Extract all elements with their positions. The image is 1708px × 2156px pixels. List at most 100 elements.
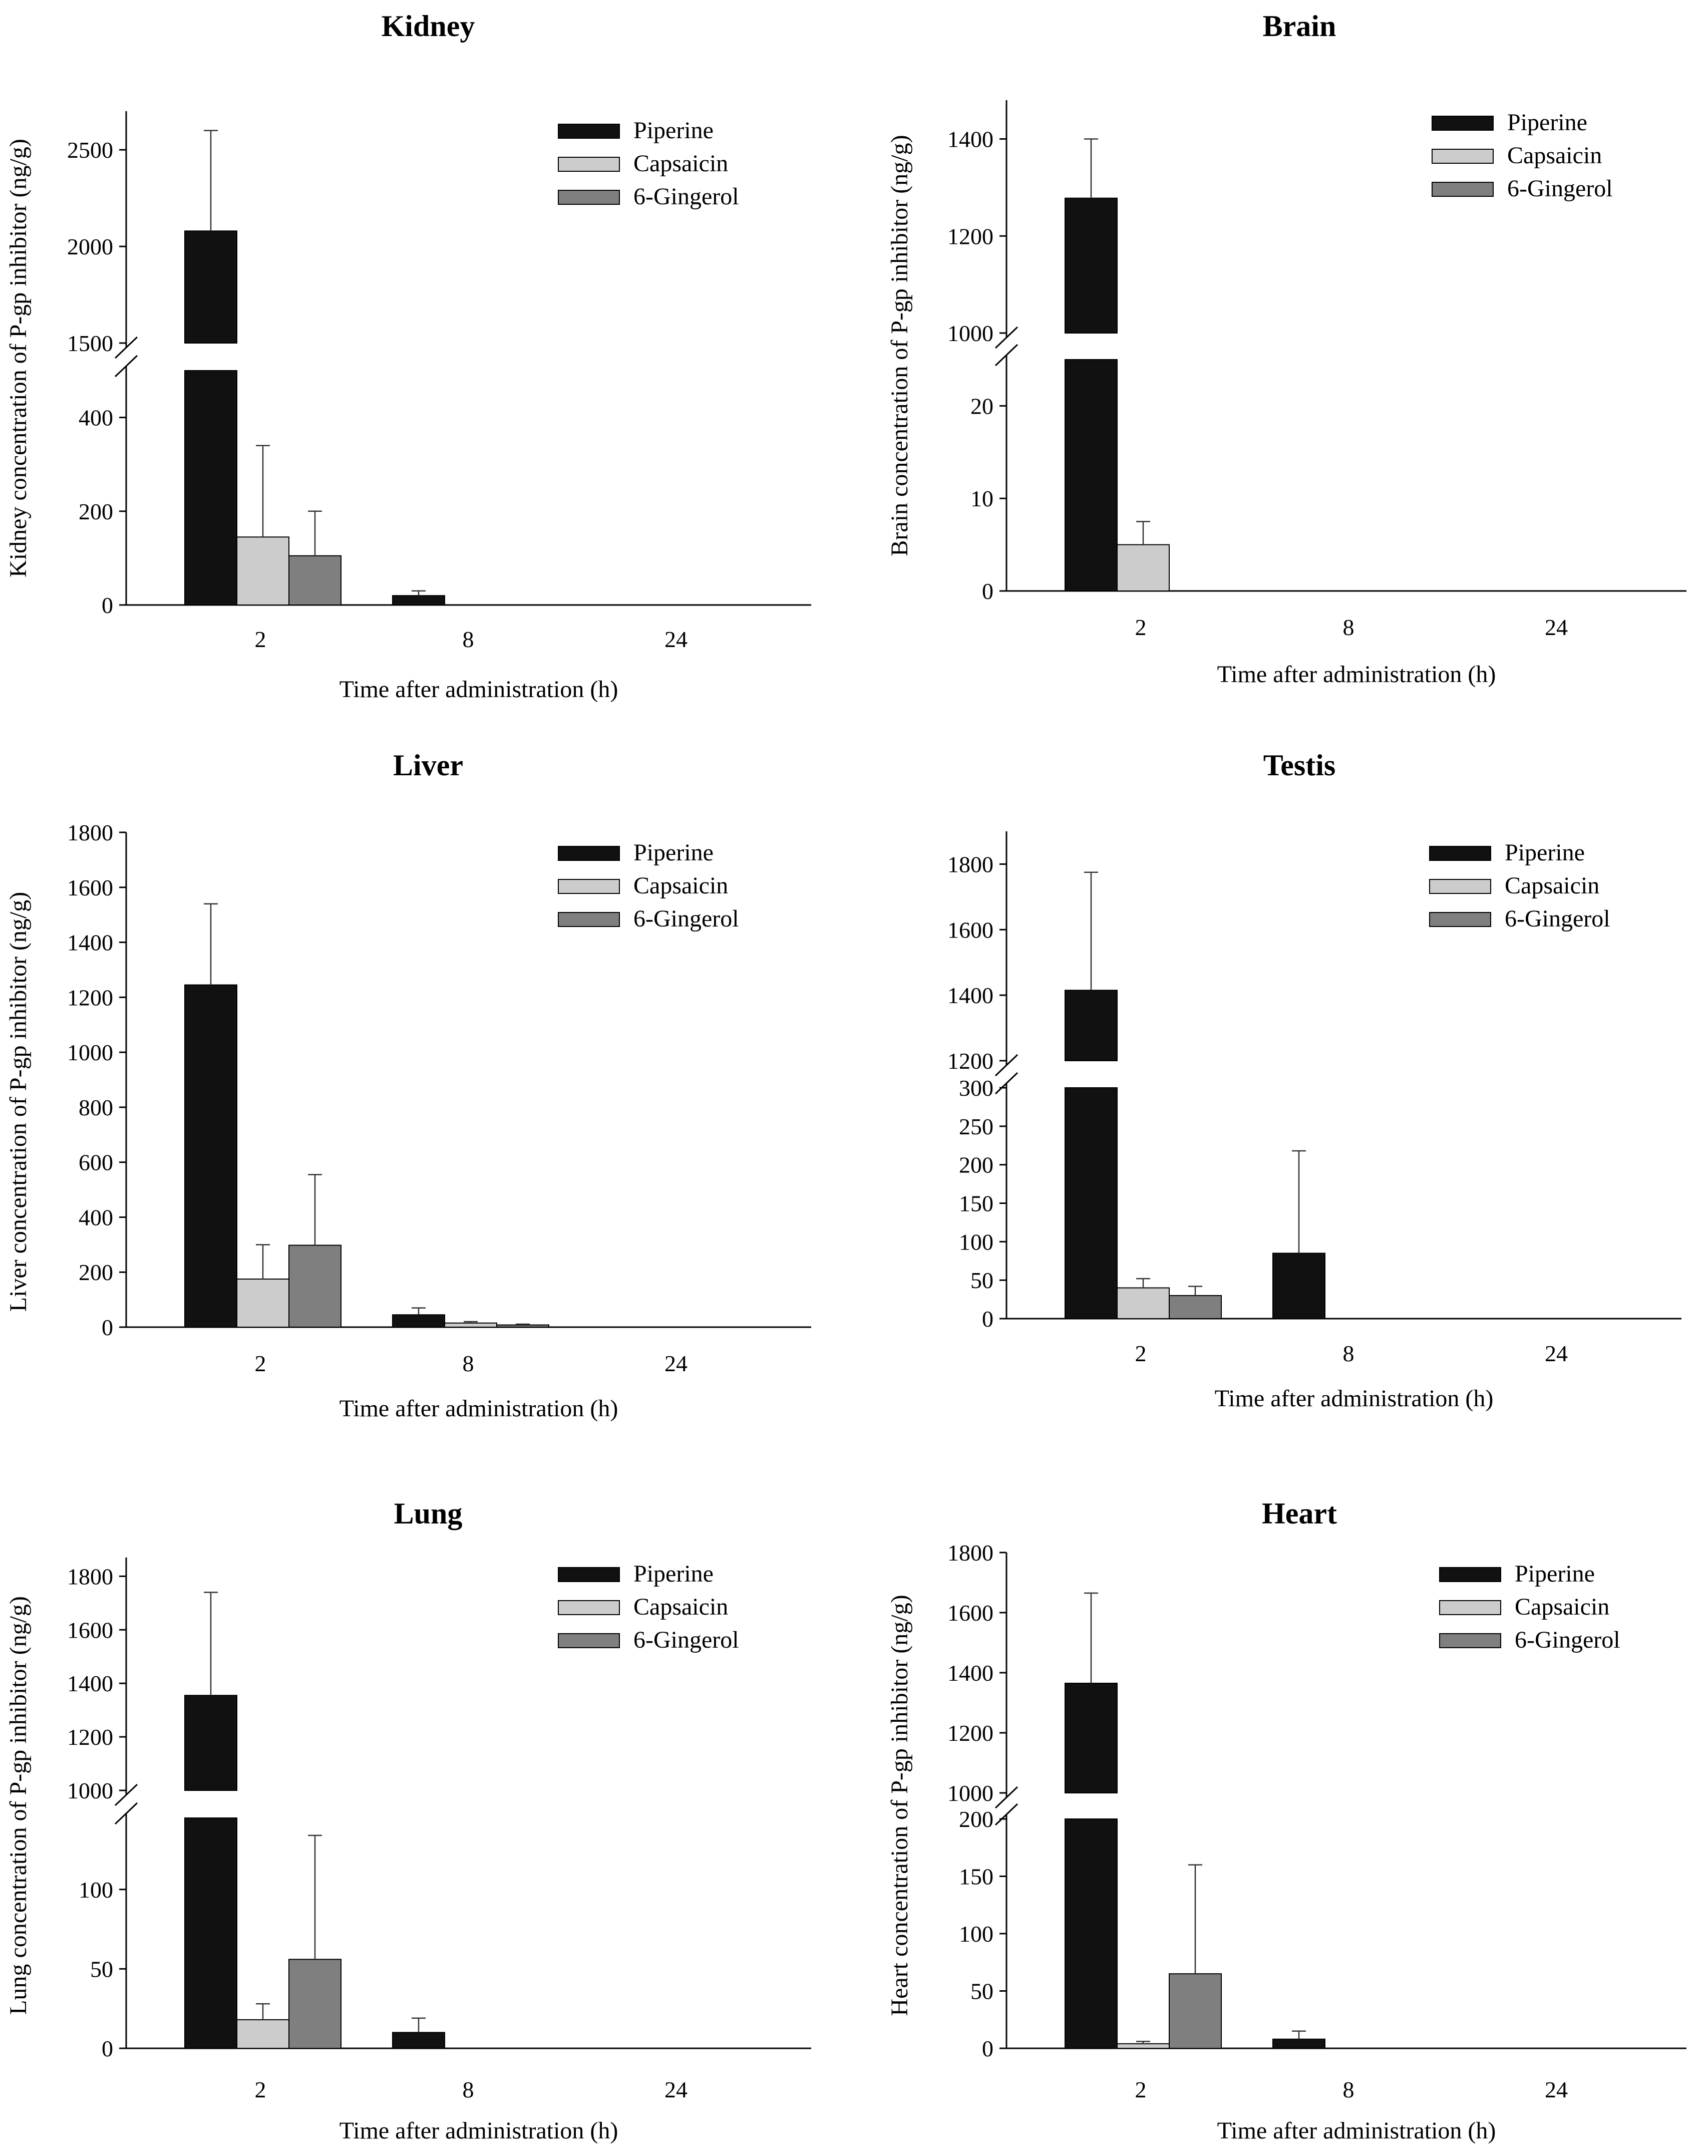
y-tick-label: 1600: [947, 917, 993, 943]
legend-swatch-piperine: [558, 1567, 620, 1582]
x-tick-label: 24: [1545, 2077, 1568, 2102]
bar-capsaicin-2h: [236, 536, 289, 606]
y-tick-label: 0: [982, 578, 993, 604]
axis-break-mark: [114, 1802, 138, 1825]
y-tick-label: 1800: [67, 1564, 113, 1589]
x-tick-label: 8: [463, 1351, 474, 1376]
bar-capsaicin-2h: [236, 2019, 289, 2049]
axis-break-mark: [994, 1054, 1018, 1077]
y-axis-label: Liver concentration of P-gp inhibitor (n…: [5, 892, 32, 1312]
chart-testis: Testis Time after administration (h) 0 50 10…: [947, 749, 1681, 1412]
y-tick-label: 50: [970, 1979, 993, 2004]
y-tick-label: 800: [79, 1095, 113, 1120]
y-tick-label: 20: [970, 393, 993, 419]
y-tick-label: 1600: [67, 875, 113, 900]
legend-swatch-piperine: [558, 846, 620, 861]
legend-swatch-6-gingerol: [558, 912, 620, 927]
legend-label: Capsaicin: [1507, 142, 1602, 169]
y-tick-label: 200: [79, 1260, 113, 1285]
x-tick-label: 8: [463, 2077, 474, 2102]
axis-break-mark: [994, 344, 1018, 367]
legend-label: Capsaicin: [633, 1594, 728, 1620]
chart-brain: Brain Brain concentration of P-gp inhibit…: [886, 10, 1686, 688]
y-tick-label: 300: [959, 1075, 993, 1101]
legend-swatch-piperine: [1429, 846, 1491, 861]
legend-swatch-piperine: [1439, 1567, 1501, 1582]
legend-label: 6-Gingerol: [633, 1627, 739, 1653]
legend-label: Piperine: [633, 839, 714, 866]
axis-break-mark: [994, 1786, 1018, 1809]
bar-capsaicin-2h: [236, 1278, 289, 1328]
x-tick-label: 8: [1343, 2077, 1354, 2102]
legend-label: Capsaicin: [1515, 1594, 1609, 1620]
y-tick-label: 150: [959, 1191, 993, 1216]
axis-break-mark: [994, 1803, 1018, 1826]
y-tick-label: 0: [102, 1315, 113, 1340]
bar-piperine-2h: [184, 230, 237, 344]
chart-title: Lung: [394, 1497, 463, 1530]
x-tick-label: 24: [1545, 1341, 1568, 1366]
chart-title: Testis: [1263, 749, 1336, 782]
x-tick-label: 2: [1135, 614, 1147, 640]
legend-label: Piperine: [633, 1561, 714, 1587]
chart-title: Kidney: [382, 10, 475, 43]
y-tick-label: 0: [982, 2036, 993, 2061]
axis-break-mark: [114, 336, 138, 359]
axis-break-mark: [114, 355, 138, 378]
y-tick-label: 1200: [67, 1724, 113, 1750]
legend-label: Piperine: [1515, 1561, 1595, 1587]
y-tick-label: 1200: [947, 1720, 993, 1746]
axis-break-mark: [994, 1072, 1018, 1095]
bar-6-gingerol-8h: [496, 1324, 549, 1328]
bar-piperine-2h: [1065, 1818, 1118, 2049]
y-tick-label: 1400: [67, 1671, 113, 1696]
y-tick-label: 1200: [67, 985, 113, 1010]
legend-swatch-6-gingerol: [1432, 182, 1494, 197]
bar-capsaicin-2h: [1117, 544, 1170, 591]
legend-label: 6-Gingerol: [1505, 905, 1610, 932]
bar-capsaicin-2h: [1117, 1287, 1170, 1320]
x-axis-label: Time after administration (h): [339, 1395, 618, 1422]
legend-swatch-6-gingerol: [558, 1633, 620, 1648]
x-tick-label: 2: [1135, 2077, 1147, 2102]
y-tick-label: 1400: [947, 127, 993, 152]
y-tick-label: 100: [79, 1877, 113, 1903]
bar-6-gingerol-2h: [288, 1245, 341, 1328]
y-tick-label: 150: [959, 1864, 993, 1890]
y-tick-label: 200: [79, 499, 113, 524]
y-tick-label: 1800: [947, 851, 993, 877]
axis-break-mark: [114, 1783, 138, 1806]
bar-piperine-8h: [1272, 1253, 1325, 1319]
bar-piperine-2h: [1065, 990, 1118, 1062]
x-axis-label: Time after administration (h): [1217, 2117, 1496, 2144]
y-tick-label: 1500: [67, 331, 113, 356]
bar-piperine-2h: [184, 370, 237, 605]
x-tick-label: 24: [664, 1351, 688, 1376]
bar-piperine-2h: [184, 1695, 237, 1791]
bar-piperine-2h: [1065, 1683, 1118, 1793]
x-tick-label: 8: [1343, 614, 1354, 640]
chart-heart: Heart Heart concentration of P-gp inhibit…: [886, 1497, 1686, 2144]
chart-title: Heart: [1262, 1497, 1337, 1530]
bar-piperine-8h: [1272, 2038, 1325, 2049]
legend-swatch-piperine: [1432, 116, 1494, 131]
bar-piperine-8h: [392, 1314, 445, 1328]
legend-label: Capsaicin: [1505, 872, 1599, 899]
bar-capsaicin-8h: [444, 1322, 497, 1328]
legend-label: 6-Gingerol: [633, 905, 739, 932]
bar-6-gingerol-2h: [1169, 1973, 1222, 2049]
x-tick-label: 2: [255, 1351, 266, 1376]
chart-lung: Lung Lung concentration of P-gp inhibitor…: [5, 1497, 811, 2144]
y-tick-label: 1800: [947, 1540, 993, 1566]
x-axis-label: Time after administration (h): [1215, 1385, 1494, 1412]
y-tick-label: 200: [959, 1806, 993, 1832]
bar-capsaicin-2h: [1117, 2043, 1170, 2049]
x-tick-label: 2: [1135, 1341, 1147, 1366]
y-tick-label: 1000: [947, 1780, 993, 1806]
x-tick-label: 8: [1343, 1341, 1354, 1366]
y-tick-label: 1000: [947, 321, 993, 346]
chart-title: Liver: [393, 749, 463, 782]
x-axis-label: Time after administration (h): [1217, 661, 1496, 688]
y-tick-label: 50: [970, 1268, 993, 1293]
